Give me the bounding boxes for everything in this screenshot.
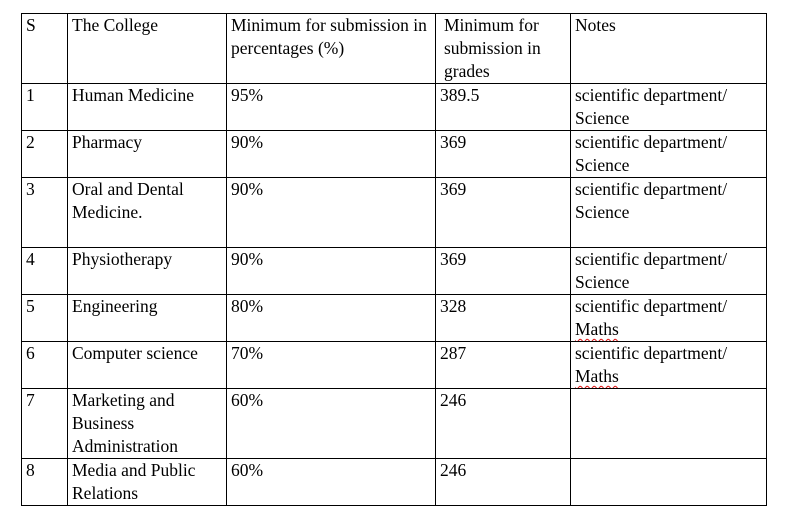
- table-row: 5 Engineering 80% 328 scientific departm…: [21, 294, 767, 342]
- table-row: 2 Pharmacy 90% 369 scientific department…: [21, 130, 767, 178]
- table-row: 8 Media and Public Relations 60% 246: [21, 458, 767, 506]
- admission-requirements-table: S The College Minimum for submission in …: [21, 13, 767, 506]
- row-percentage: 90%: [226, 130, 436, 178]
- row-notes: scientific department/ Science: [570, 130, 767, 178]
- row-college: Media and Public Relations: [67, 458, 227, 506]
- row-serial: 6: [21, 341, 68, 389]
- row-grades: 246: [435, 388, 571, 459]
- table-row: 7 Marketing and Business Administration …: [21, 388, 767, 459]
- notes-prefix: scientific department/: [575, 179, 728, 199]
- row-percentage: 60%: [226, 388, 436, 459]
- notes-subject: Maths: [575, 319, 619, 339]
- row-grades: 287: [435, 341, 571, 389]
- header-college: The College: [67, 13, 227, 84]
- notes-prefix: scientific department/: [575, 296, 728, 316]
- row-notes: scientific department/ Maths: [570, 341, 767, 389]
- row-college: Pharmacy: [67, 130, 227, 178]
- row-college: Physiotherapy: [67, 247, 227, 295]
- row-grades: 369: [435, 177, 571, 248]
- row-percentage: 95%: [226, 83, 436, 131]
- row-percentage: 60%: [226, 458, 436, 506]
- header-notes: Notes: [570, 13, 767, 84]
- row-serial: 3: [21, 177, 68, 248]
- notes-subject: Science: [575, 155, 630, 175]
- table-row: 1 Human Medicine 95% 389.5 scientific de…: [21, 83, 767, 131]
- row-grades: 369: [435, 247, 571, 295]
- header-percentage: Minimum for submission in percentages (%…: [226, 13, 436, 84]
- notes-prefix: scientific department/: [575, 132, 728, 152]
- row-notes: [570, 388, 767, 459]
- table-row: 4 Physiotherapy 90% 369 scientific depar…: [21, 247, 767, 295]
- notes-subject: Science: [575, 108, 630, 128]
- row-notes: scientific department/ Science: [570, 177, 767, 248]
- notes-prefix: scientific department/: [575, 249, 728, 269]
- row-serial: 2: [21, 130, 68, 178]
- row-serial: 1: [21, 83, 68, 131]
- row-notes: scientific department/ Science: [570, 83, 767, 131]
- row-percentage: 80%: [226, 294, 436, 342]
- table-row: 6 Computer science 70% 287 scientific de…: [21, 341, 767, 389]
- notes-prefix: scientific department/: [575, 85, 728, 105]
- row-grades: 369: [435, 130, 571, 178]
- row-serial: 4: [21, 247, 68, 295]
- row-college: Computer science: [67, 341, 227, 389]
- row-serial: 7: [21, 388, 68, 459]
- row-grades: 328: [435, 294, 571, 342]
- row-notes: [570, 458, 767, 506]
- row-percentage: 90%: [226, 247, 436, 295]
- row-percentage: 90%: [226, 177, 436, 248]
- header-grades: Minimum for submission in grades: [435, 13, 571, 84]
- row-percentage: 70%: [226, 341, 436, 389]
- row-grades: 389.5: [435, 83, 571, 131]
- table-row: 3 Oral and Dental Medicine. 90% 369 scie…: [21, 177, 767, 248]
- row-college: Marketing and Business Administration: [67, 388, 227, 459]
- notes-subject: Science: [575, 202, 630, 222]
- notes-subject: Science: [575, 272, 630, 292]
- row-college: Human Medicine: [67, 83, 227, 131]
- row-grades: 246: [435, 458, 571, 506]
- notes-prefix: scientific department/: [575, 343, 728, 363]
- table-header-row: S The College Minimum for submission in …: [21, 13, 767, 84]
- notes-subject: Maths: [575, 366, 619, 386]
- row-serial: 8: [21, 458, 68, 506]
- row-college: Engineering: [67, 294, 227, 342]
- header-serial: S: [21, 13, 68, 84]
- row-notes: scientific department/ Science: [570, 247, 767, 295]
- row-serial: 5: [21, 294, 68, 342]
- row-college: Oral and Dental Medicine.: [67, 177, 227, 248]
- row-notes: scientific department/ Maths: [570, 294, 767, 342]
